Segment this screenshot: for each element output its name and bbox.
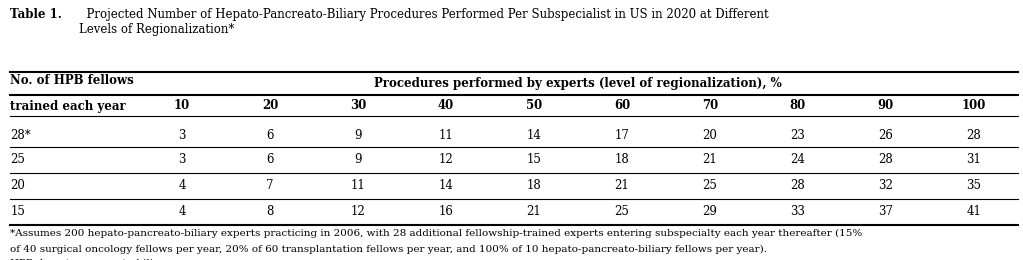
Text: 25: 25	[615, 205, 629, 218]
Text: 28: 28	[967, 129, 981, 142]
Text: 24: 24	[791, 153, 805, 166]
Text: Procedures performed by experts (level of regionalization), %: Procedures performed by experts (level o…	[374, 77, 782, 90]
Text: 41: 41	[967, 205, 981, 218]
Text: 8: 8	[266, 205, 274, 218]
Text: 33: 33	[791, 205, 805, 218]
Text: 14: 14	[439, 179, 453, 192]
Text: 9: 9	[354, 153, 362, 166]
Text: 7: 7	[266, 179, 274, 192]
Text: of 40 surgical oncology fellows per year, 20% of 60 transplantation fellows per : of 40 surgical oncology fellows per year…	[10, 244, 767, 254]
Text: 28: 28	[791, 179, 805, 192]
Text: 25: 25	[703, 179, 717, 192]
Text: 25: 25	[10, 153, 26, 166]
Text: 80: 80	[790, 99, 806, 112]
Text: 20: 20	[10, 179, 26, 192]
Text: 16: 16	[439, 205, 453, 218]
Text: 90: 90	[878, 99, 894, 112]
Text: 35: 35	[967, 179, 981, 192]
Text: 37: 37	[879, 205, 893, 218]
Text: 26: 26	[879, 129, 893, 142]
Text: 14: 14	[527, 129, 541, 142]
Text: 31: 31	[967, 153, 981, 166]
Text: 12: 12	[351, 205, 365, 218]
Text: 9: 9	[354, 129, 362, 142]
Text: 29: 29	[703, 205, 717, 218]
Text: 6: 6	[266, 129, 274, 142]
Text: 15: 15	[10, 205, 26, 218]
Text: 23: 23	[791, 129, 805, 142]
Text: 40: 40	[438, 99, 454, 112]
Text: 6: 6	[266, 153, 274, 166]
Text: HPB, hepato-pancreato-biliary.: HPB, hepato-pancreato-biliary.	[10, 259, 172, 260]
Text: 20: 20	[262, 99, 278, 112]
Text: 15: 15	[527, 153, 541, 166]
Text: 50: 50	[526, 99, 542, 112]
Text: 30: 30	[350, 99, 366, 112]
Text: 18: 18	[615, 153, 629, 166]
Text: 3: 3	[178, 153, 186, 166]
Text: trained each year: trained each year	[10, 100, 126, 113]
Text: 100: 100	[962, 99, 986, 112]
Text: No. of HPB fellows: No. of HPB fellows	[10, 74, 134, 87]
Text: 60: 60	[614, 99, 630, 112]
Text: 17: 17	[615, 129, 629, 142]
Text: 11: 11	[439, 129, 453, 142]
Text: 3: 3	[178, 129, 186, 142]
Text: 28*: 28*	[10, 129, 31, 142]
Text: 21: 21	[527, 205, 541, 218]
Text: 21: 21	[703, 153, 717, 166]
Text: Table 1.: Table 1.	[10, 8, 62, 21]
Text: 12: 12	[439, 153, 453, 166]
Text: 4: 4	[178, 205, 186, 218]
Text: 32: 32	[879, 179, 893, 192]
Text: 28: 28	[879, 153, 893, 166]
Text: 18: 18	[527, 179, 541, 192]
Text: 70: 70	[702, 99, 718, 112]
Text: 4: 4	[178, 179, 186, 192]
Text: Projected Number of Hepato-Pancreato-Biliary Procedures Performed Per Subspecial: Projected Number of Hepato-Pancreato-Bil…	[79, 8, 768, 36]
Text: 10: 10	[174, 99, 190, 112]
Text: 21: 21	[615, 179, 629, 192]
Text: 20: 20	[703, 129, 717, 142]
Text: *Assumes 200 hepato-pancreato-biliary experts practicing in 2006, with 28 additi: *Assumes 200 hepato-pancreato-biliary ex…	[10, 229, 862, 238]
Text: 11: 11	[351, 179, 365, 192]
